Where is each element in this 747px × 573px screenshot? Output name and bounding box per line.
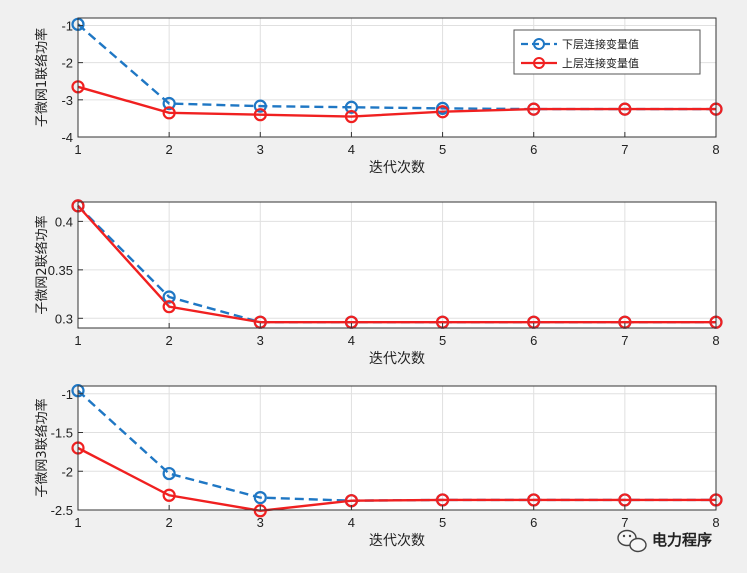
x-tick-label: 2 [166,142,173,157]
y-tick-label: -4 [61,130,73,145]
x-tick-label: 1 [74,142,81,157]
y-tick-label: 0.35 [48,263,73,278]
x-tick-label: 4 [348,142,355,157]
data-point-lower [344,100,359,114]
ticks: 1 2 3 4 5 6 7 8 -2.5 -2 -1.5 -1 [51,387,720,530]
plot-area [78,202,716,328]
axes-frame [77,201,717,329]
x-tick-label: 3 [257,333,264,348]
x-tick-label: 5 [439,515,446,530]
x-tick-label: 2 [166,515,173,530]
series-line-upper [77,85,716,118]
data-point-lower [162,96,176,111]
x-tick-label: 7 [621,142,628,157]
y-tick-label: -1 [61,387,73,402]
legend-label-lower: 下层连接变量值 [562,37,639,51]
x-tick-label: 8 [712,515,719,530]
x-tick-label: 8 [712,333,719,348]
x-tick-label: 3 [257,515,264,530]
x-tick-label: 7 [621,515,628,530]
subplot-2: 1 2 3 4 5 6 7 8 0.3 0.35 0.4 迭代次数 子微网2联络功率 [34,199,723,367]
data-point-upper [344,109,359,124]
x-axis-label: 迭代次数 [369,533,425,549]
series-line-upper [77,205,716,324]
y-tick-label: -2 [61,464,73,479]
watermark: 电力程序 [617,529,712,553]
data-point-upper [162,300,176,314]
x-tick-label: 3 [257,142,264,157]
watermark-text: 电力程序 [652,531,712,549]
data-point-lower [253,99,267,113]
y-tick-label: -2 [61,56,73,71]
x-tick-label: 1 [74,515,81,530]
y-axis-label: 子微网2联络功率 [34,215,50,314]
legend-label-upper: 上层连接变量值 [562,56,639,70]
data-point-upper [162,106,176,120]
x-tick-label: 1 [74,333,81,348]
x-tick-label: 6 [530,142,537,157]
data-point-upper [618,102,632,116]
y-axis-label: 子微网1联络功率 [34,28,50,127]
x-tick-label: 6 [530,333,537,348]
data-point-lower [162,466,176,481]
x-tick-label: 8 [712,142,719,157]
x-tick-label: 4 [348,515,355,530]
y-tick-label: 0.4 [55,214,73,229]
legend: 下层连接变量值 上层连接变量值 [513,29,701,75]
y-tick-label: -3 [61,93,73,108]
series-line-lower [77,205,716,324]
legend-marker-upper [533,57,545,69]
subplot-3: 1 2 3 4 5 6 7 8 -2.5 -2 -1.5 -1 迭代次数 子微网3联络功率 [34,384,723,549]
axes-frame [77,17,717,138]
data-point-lower [162,290,176,304]
data-point-lower [253,491,267,505]
ticks: 1 2 3 4 5 6 7 8 -4 -3 -2 -1 [61,18,719,157]
x-tick-label: 4 [348,333,355,348]
y-tick-label: 0.3 [55,311,73,326]
y-tick-label: -1 [61,18,73,33]
legend-box [513,29,701,75]
data-point-upper [435,105,450,119]
wechat-icon [617,529,647,553]
x-tick-label: 5 [439,142,446,157]
data-point-upper [253,108,267,122]
x-axis-label: 迭代次数 [369,351,425,367]
y-tick-label: -1.5 [51,426,73,441]
x-axis-label: 迭代次数 [369,160,425,176]
ticks: 1 2 3 4 5 6 7 8 0.3 0.35 0.4 [48,214,720,348]
x-tick-label: 2 [166,333,173,348]
x-tick-label: 6 [530,515,537,530]
plot-area [78,386,716,510]
x-tick-label: 7 [621,333,628,348]
legend-marker-lower [533,38,545,50]
series-line-upper [77,446,716,512]
subplot-1: 1 2 3 4 5 6 7 8 -4 -3 -2 -1 迭代次数 子微网1联络功率 下层连接变量值 上… [34,17,723,176]
y-axis-label: 子微网3联络功率 [34,398,50,497]
data-point-upper [527,102,541,116]
data-point-upper [162,488,176,502]
axes-frame [77,385,717,511]
y-tick-label: -2.5 [51,503,73,518]
x-tick-label: 5 [439,333,446,348]
